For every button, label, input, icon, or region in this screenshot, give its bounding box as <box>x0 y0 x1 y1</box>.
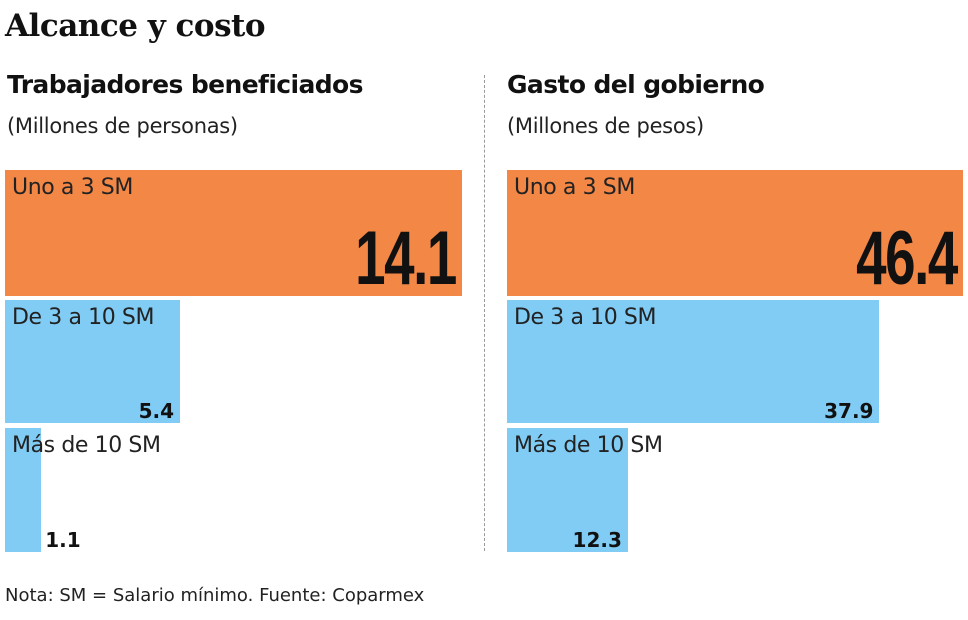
bar <box>507 300 880 423</box>
category-label: Uno a 3 SM <box>12 175 133 200</box>
left-panel-title: Trabajadores beneficiados <box>7 70 364 99</box>
category-label: De 3 a 10 SM <box>12 305 155 330</box>
value-label: 1.1 <box>45 528 81 552</box>
value-label: 46.4 <box>856 216 958 301</box>
category-label: Más de 10 SM <box>514 433 663 458</box>
category-label: Uno a 3 SM <box>514 175 635 200</box>
bar <box>507 428 628 552</box>
value-label: 37.9 <box>824 399 874 423</box>
panel-divider <box>484 75 485 551</box>
value-label: 14.1 <box>355 216 457 301</box>
right-panel-title: Gasto del gobierno <box>507 70 765 99</box>
category-label: De 3 a 10 SM <box>514 305 657 330</box>
main-title: Alcance y costo <box>5 8 266 44</box>
right-panel-subtitle: (Millones de pesos) <box>507 114 704 138</box>
left-panel-subtitle: (Millones de personas) <box>7 114 238 138</box>
bar <box>5 300 181 423</box>
bar <box>5 170 462 296</box>
footnote: Nota: SM = Salario mínimo. Fuente: Copar… <box>5 585 425 606</box>
bar <box>507 170 963 296</box>
bar <box>5 428 41 552</box>
category-label: Más de 10 SM <box>12 433 161 458</box>
value-label: 12.3 <box>572 528 622 552</box>
value-label: 5.4 <box>138 399 175 423</box>
